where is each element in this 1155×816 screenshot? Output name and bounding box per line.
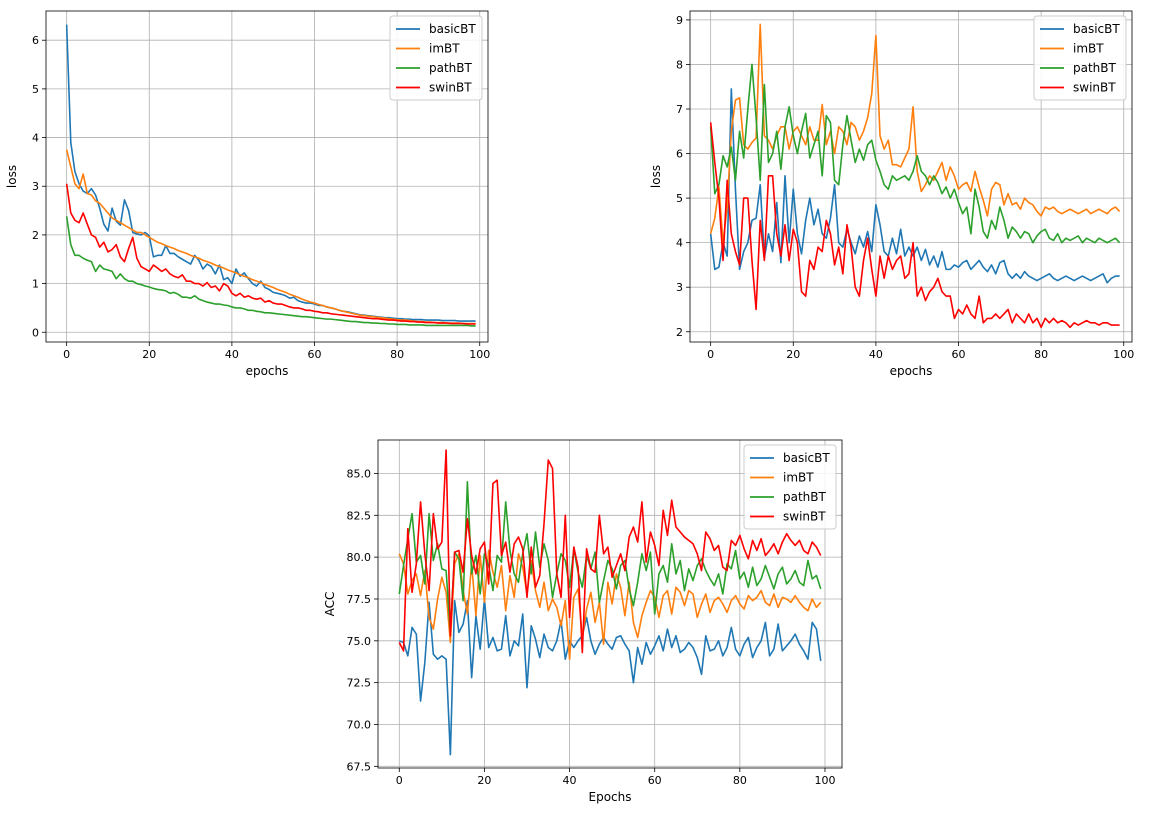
y-tick-label: 80.0 (347, 551, 372, 564)
x-axis-label: Epochs (589, 790, 632, 804)
legend-label-imBT: imBT (783, 471, 814, 485)
y-tick-label: 0 (32, 326, 39, 339)
series-line-swinBT (398, 449, 822, 654)
y-tick-label: 8 (676, 58, 683, 71)
x-tick-label: 20 (142, 348, 156, 361)
x-tick-label: 80 (390, 348, 404, 361)
series-line-basicBT (65, 24, 476, 322)
legend-label-pathBT: pathBT (429, 61, 473, 75)
y-tick-label: 3 (676, 281, 683, 294)
plot-frame (377, 439, 843, 769)
legend-box (743, 444, 837, 530)
x-tick-label: 40 (563, 774, 577, 787)
legend-label-imBT: imBT (1073, 42, 1104, 56)
y-tick-label: 85.0 (347, 467, 372, 480)
x-tick-label: 100 (469, 348, 490, 361)
legend-label-swinBT: swinBT (783, 510, 826, 524)
y-tick-label: 7 (676, 103, 683, 116)
legend-label-basicBT: basicBT (1073, 22, 1120, 36)
y-tick-label: 72.5 (347, 677, 372, 690)
y-tick-label: 4 (32, 132, 39, 145)
y-tick-label: 5 (676, 192, 683, 205)
series-line-pathBT (65, 216, 476, 327)
y-tick-label: 1 (32, 278, 39, 291)
y-tick-label: 4 (676, 237, 683, 250)
y-tick-label: 5 (32, 83, 39, 96)
x-tick-label: 100 (1113, 348, 1134, 361)
x-tick-label: 40 (225, 348, 239, 361)
legend-box (1033, 15, 1127, 101)
y-tick-label: 6 (676, 148, 683, 161)
series-line-imBT (709, 23, 1121, 244)
x-tick-label: 0 (707, 348, 714, 361)
legend-label-swinBT: swinBT (429, 81, 472, 95)
x-axis-label: epochs (890, 364, 933, 378)
y-tick-label: 70.0 (347, 718, 372, 731)
series-line-basicBT (709, 88, 1120, 284)
y-tick-label: 6 (32, 34, 39, 47)
legend-label-basicBT: basicBT (783, 451, 830, 465)
x-tick-label: 20 (786, 348, 800, 361)
chart-1: 0 20 40 60 80 100 0 1 2 3 4 5 6 epochs loss basicBT imBT… (5, 10, 490, 378)
x-tick-label: 0 (63, 348, 70, 361)
x-tick-label: 80 (733, 774, 747, 787)
y-tick-label: 67.5 (347, 760, 372, 773)
legend: basicBT imBT pathBT swinBT (1033, 15, 1127, 101)
y-tick-label: 2 (676, 326, 683, 339)
legend: basicBT imBT pathBT swinBT (389, 15, 483, 101)
y-tick-label: 75.0 (347, 635, 372, 648)
series-line-pathBT (709, 63, 1121, 244)
legend-label-pathBT: pathBT (1073, 61, 1117, 75)
x-tick-label: 80 (1034, 348, 1048, 361)
legend-label-basicBT: basicBT (429, 22, 476, 36)
series-line-basicBT (398, 598, 822, 756)
y-tick-label: 77.5 (347, 593, 372, 606)
y-tick-label: 3 (32, 180, 39, 193)
series-line-imBT (398, 549, 822, 661)
x-tick-label: 60 (648, 774, 662, 787)
x-axis-label: epochs (246, 364, 289, 378)
series-line-swinBT (709, 122, 1120, 329)
legend-label-swinBT: swinBT (1073, 81, 1116, 95)
plot-frame (689, 10, 1133, 343)
y-tick-label: 2 (32, 229, 39, 242)
y-tick-label: 9 (676, 14, 683, 27)
series-line-swinBT (65, 183, 476, 325)
x-tick-label: 60 (952, 348, 966, 361)
legend: basicBT imBT pathBT swinBT (743, 444, 837, 530)
x-tick-label: 0 (396, 774, 403, 787)
y-axis-label: ACC (323, 592, 337, 617)
x-tick-label: 100 (814, 774, 835, 787)
legend-label-imBT: imBT (429, 42, 460, 56)
plot-frame (45, 10, 489, 343)
x-tick-label: 60 (308, 348, 322, 361)
y-tick-label: 82.5 (347, 509, 372, 522)
legend-label-pathBT: pathBT (783, 490, 827, 504)
x-tick-label: 40 (869, 348, 883, 361)
x-tick-label: 20 (477, 774, 491, 787)
chart-2: 0 20 40 60 80 100 2 3 4 5 6 7 8 9 epochs loss basicBT imB… (649, 10, 1134, 378)
y-axis-label: loss (649, 165, 663, 188)
series-line-imBT (65, 149, 476, 325)
chart-3: 0 20 40 60 80 100 67.5 70.0 72.5 75.0 77.5 80.0 82.5… (323, 439, 843, 804)
grid (690, 11, 1132, 342)
legend-box (389, 15, 483, 101)
y-axis-label: loss (5, 165, 19, 188)
